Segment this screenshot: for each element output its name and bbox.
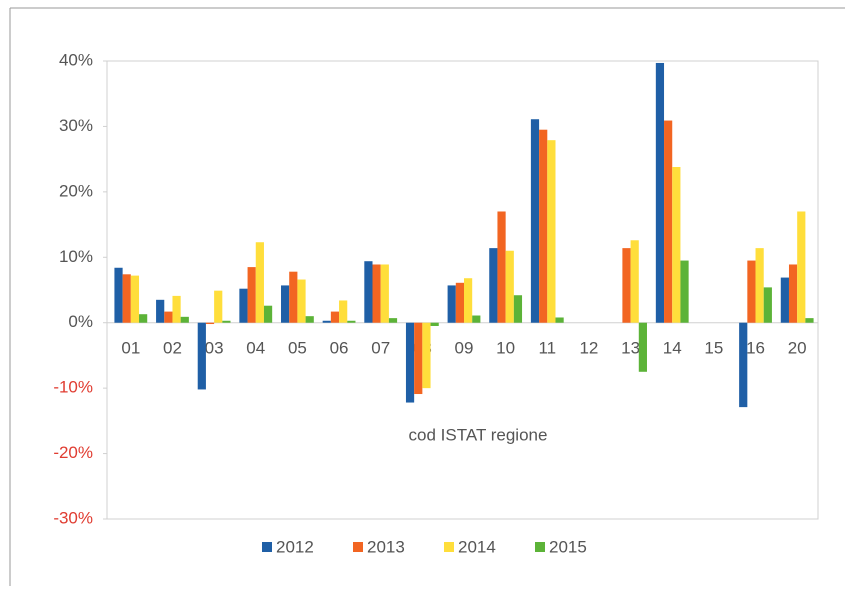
x-tick-label: 20 [788, 338, 807, 357]
bar [530, 119, 540, 323]
bar [364, 261, 373, 323]
bar [447, 285, 456, 323]
bar [322, 320, 331, 323]
bar [156, 299, 165, 323]
x-tick-label: 05 [288, 338, 307, 357]
legend-swatch [535, 542, 545, 552]
x-tick-label: 07 [371, 338, 390, 357]
bar [472, 315, 481, 323]
bar [622, 248, 631, 323]
bar [805, 318, 814, 323]
bar [172, 295, 181, 323]
bar [222, 320, 231, 323]
bar [788, 264, 798, 323]
bar [388, 318, 398, 323]
x-tick-label: 11 [538, 338, 556, 357]
legend-label: 2015 [549, 537, 587, 556]
legend-label: 2012 [276, 537, 314, 556]
bar [422, 322, 431, 389]
bar [139, 314, 148, 323]
bar [372, 264, 381, 323]
bar [489, 248, 498, 323]
bar [214, 290, 223, 323]
x-tick-label: 02 [163, 338, 182, 357]
x-tick-label: 14 [663, 338, 682, 357]
bar [780, 277, 789, 323]
bar [205, 322, 215, 325]
bar [414, 322, 423, 395]
bar [405, 322, 415, 403]
x-tick-label: 13 [621, 338, 640, 357]
bar [747, 260, 756, 323]
bar [430, 322, 439, 326]
bar [797, 211, 806, 323]
bar [247, 267, 256, 323]
bar [547, 140, 556, 323]
bar [464, 278, 473, 323]
x-tick-label: 09 [455, 338, 474, 357]
bar [739, 322, 748, 408]
y-tick-label: 30% [59, 116, 93, 135]
x-tick-label: 15 [704, 338, 723, 357]
x-tick-label: 06 [330, 338, 349, 357]
bar [763, 287, 772, 323]
bar [239, 288, 248, 323]
bar [130, 275, 140, 323]
bar [655, 62, 665, 323]
bar [664, 120, 673, 323]
legend-swatch [353, 542, 363, 552]
legend-swatch [262, 542, 272, 552]
bar [497, 211, 506, 323]
bar [197, 322, 206, 390]
x-tick-label: 03 [205, 338, 224, 357]
y-tick-label: 20% [59, 181, 93, 200]
x-tick-label: 10 [496, 338, 515, 357]
x-tick-label: 04 [246, 338, 265, 357]
bar [505, 250, 514, 323]
y-tick-label: 0% [68, 312, 93, 331]
bar [263, 305, 273, 323]
y-tick-label: -10% [53, 378, 93, 397]
x-axis-title: cod ISTAT regione [409, 425, 548, 444]
bar [555, 317, 564, 323]
bar [513, 295, 523, 323]
bar [164, 311, 173, 323]
bar [380, 264, 389, 323]
bar [339, 300, 348, 323]
bar [281, 285, 290, 323]
bar [672, 166, 681, 323]
bar [305, 316, 314, 323]
y-tick-label: -20% [53, 443, 93, 462]
legend-swatch [444, 542, 454, 552]
bar [755, 248, 764, 323]
bar [114, 267, 123, 323]
bar [455, 282, 464, 323]
x-tick-label: 16 [746, 338, 765, 357]
bar [330, 311, 340, 323]
x-tick-label: 01 [121, 338, 140, 357]
legend-label: 2014 [458, 537, 496, 556]
bar [297, 279, 306, 323]
x-tick-label: 12 [579, 338, 598, 357]
bar [122, 274, 131, 323]
bar [255, 242, 264, 323]
bar [289, 271, 298, 323]
y-tick-label: 10% [59, 247, 93, 266]
bar [347, 320, 356, 323]
bar [630, 240, 639, 323]
y-tick-label: -30% [53, 508, 93, 527]
plot-area [106, 60, 819, 520]
bar [539, 129, 548, 323]
y-tick-label: 40% [59, 50, 93, 69]
bar [638, 322, 647, 372]
bar [680, 260, 689, 323]
legend-label: 2013 [367, 537, 405, 556]
bar [180, 316, 189, 323]
